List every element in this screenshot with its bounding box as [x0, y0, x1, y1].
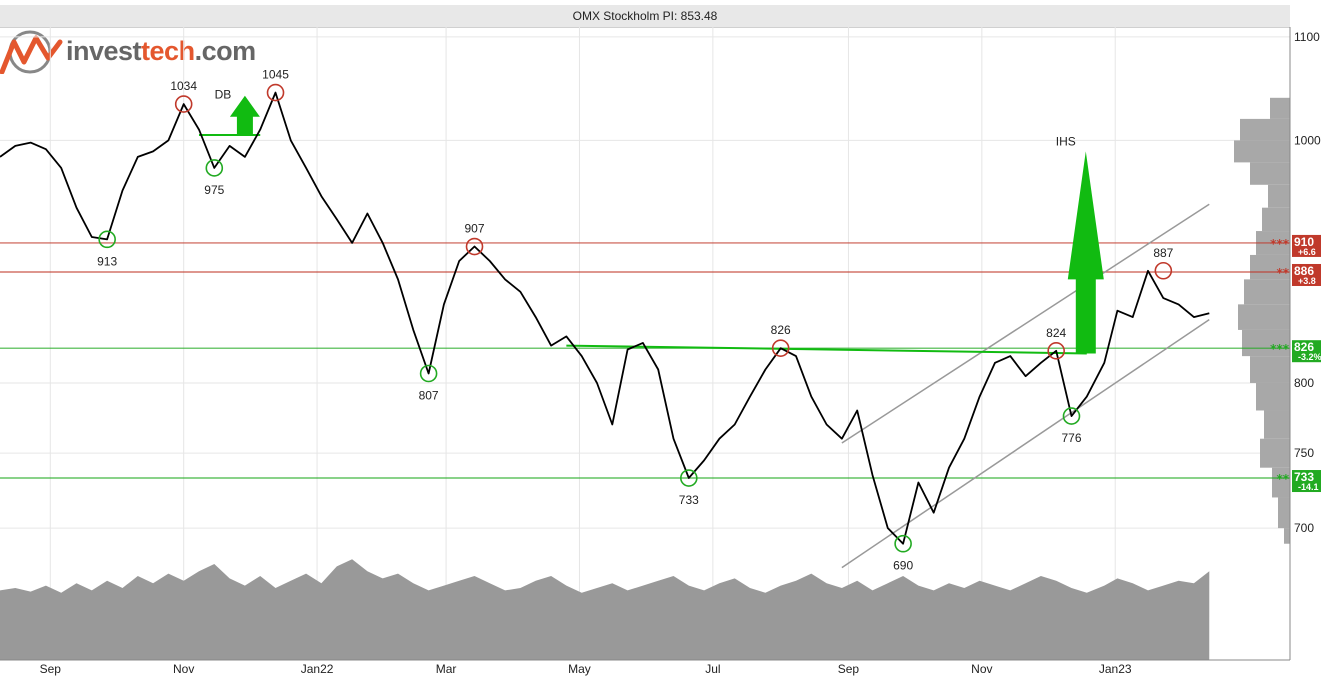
- pivot-marker-1034: [174, 95, 193, 113]
- x-tick-label: Jan22: [301, 662, 334, 676]
- investtech-logo: investtech.com: [0, 28, 270, 74]
- x-tick-label: Jan23: [1099, 662, 1132, 676]
- level-tag-pct: -14.1: [1298, 482, 1319, 492]
- x-tick-label: Sep: [838, 662, 860, 676]
- level-tag-pct: -3.2%: [1298, 352, 1321, 362]
- pattern-label-db: DB: [215, 88, 232, 102]
- volume-profile-bar: [1260, 438, 1290, 468]
- pivot-marker-824: [1047, 342, 1065, 360]
- x-tick-label: Nov: [971, 662, 992, 676]
- level-stars: ***: [1270, 342, 1290, 356]
- volume-profile-bar: [1250, 356, 1290, 383]
- ihs-neckline: [566, 344, 1087, 355]
- level-stars: **: [1276, 266, 1289, 280]
- level-tag-value: 826: [1294, 340, 1314, 354]
- volume-profile-bar: [1270, 97, 1290, 119]
- pivot-label-1034: 1034: [170, 79, 197, 93]
- pivot-label-733: 733: [679, 493, 699, 507]
- volume-profile-bar: [1238, 304, 1290, 330]
- volume-profile-bar: [1242, 329, 1290, 357]
- volume-profile-bar: [1240, 118, 1290, 141]
- pattern-label-ihs: IHS: [1056, 134, 1076, 148]
- pivot-label-690: 690: [893, 559, 913, 573]
- pivot-label-826: 826: [771, 323, 791, 337]
- x-tick-label: May: [568, 662, 591, 676]
- level-tag-886: [1292, 263, 1321, 286]
- pivot-marker-1045: [266, 83, 285, 102]
- volume-area: [0, 559, 1210, 660]
- y-tick-label: 700: [1294, 521, 1314, 535]
- logo-text-accent: tech: [141, 36, 195, 66]
- volume-profile-bar: [1284, 528, 1290, 544]
- y-tick-label: 1000: [1294, 133, 1321, 147]
- volume-profile-bar: [1272, 467, 1290, 498]
- volume-profile-bar: [1262, 207, 1290, 232]
- x-tick-label: Jul: [705, 662, 720, 676]
- pivot-marker-975: [205, 159, 224, 177]
- pattern-overlays: DB IHS: [198, 88, 1210, 569]
- chart-grid: [0, 27, 1290, 660]
- volume-profile-group: [1234, 97, 1290, 544]
- x-tick-label: Sep: [40, 662, 62, 676]
- level-tag-value: 910: [1294, 235, 1314, 249]
- y-tick-label: 750: [1294, 446, 1314, 460]
- chart-title-bar: [0, 5, 1290, 28]
- pivot-label-776: 776: [1061, 431, 1081, 445]
- channel-lower-line: [841, 319, 1210, 569]
- level-tags: 910+6.6 *** 886+3.8 ** 826-3.2% *** 733-14.1 **: [1270, 234, 1321, 493]
- pivot-marker-733: [680, 469, 698, 487]
- volume-profile-bar: [1250, 162, 1290, 185]
- level-tag-pct: +3.8: [1298, 276, 1316, 286]
- pivot-marker-776: [1062, 407, 1081, 425]
- level-tag-value: 733: [1294, 470, 1314, 484]
- pivot-label-907: 907: [465, 222, 485, 236]
- logo-text-main: invest: [66, 36, 142, 66]
- volume-profile-bar: [1268, 184, 1290, 208]
- level-stars: **: [1276, 472, 1289, 486]
- level-tag-826: [1292, 340, 1321, 363]
- pivot-label-807: 807: [419, 388, 439, 402]
- pivot-label-975: 975: [204, 183, 224, 197]
- pivot-label-913: 913: [97, 254, 117, 268]
- db-target-arrow-icon: [229, 95, 260, 136]
- level-stars: ***: [1270, 237, 1290, 251]
- level-tag-pct: +6.6: [1298, 247, 1316, 257]
- x-tick-label: Nov: [173, 662, 194, 676]
- pivot-label-1045: 1045: [262, 68, 289, 82]
- level-tag-733: [1292, 470, 1321, 493]
- ihs-target-arrow-icon: [1067, 151, 1104, 354]
- pivot-markers: 913 1034 975 1045 807 907 733 826 690 824 776 887: [97, 68, 1174, 573]
- volume-profile-bar: [1278, 497, 1290, 529]
- pivot-label-887: 887: [1153, 246, 1173, 260]
- volume-profile-bar: [1234, 140, 1290, 163]
- price-line-group: [0, 91, 1210, 545]
- volume-area-group: [0, 559, 1210, 660]
- volume-profile-bar: [1264, 410, 1290, 439]
- y-tick-label: 1100: [1294, 30, 1320, 44]
- pivot-marker-907: [465, 237, 484, 256]
- x-tick-label: Mar: [436, 662, 457, 676]
- channel-upper-line: [841, 203, 1210, 444]
- pivot-label-824: 824: [1046, 326, 1066, 340]
- level-tag-910: [1292, 234, 1321, 257]
- volume-profile-bar: [1244, 279, 1290, 305]
- pivot-marker-913: [98, 230, 116, 249]
- volume-profile-bar: [1250, 254, 1290, 280]
- chart-axes: 700 750 800 1000 1100 Sep Nov Jan22 Mar May Jul Sep…: [0, 27, 1321, 676]
- logo-text-suffix: .com: [194, 36, 257, 66]
- level-tag-value: 886: [1294, 264, 1314, 278]
- y-tick-label: 800: [1294, 376, 1314, 390]
- price-line: [0, 91, 1210, 545]
- logo-wordmark: investtech.com: [66, 36, 256, 67]
- pivot-marker-826: [771, 339, 790, 357]
- pivot-marker-887: [1154, 261, 1173, 280]
- chart-title: OMX Stockholm PI: 853.48: [572, 9, 718, 23]
- pivot-marker-807: [419, 364, 438, 383]
- pivot-marker-690: [894, 534, 912, 553]
- volume-profile-bar: [1256, 382, 1290, 411]
